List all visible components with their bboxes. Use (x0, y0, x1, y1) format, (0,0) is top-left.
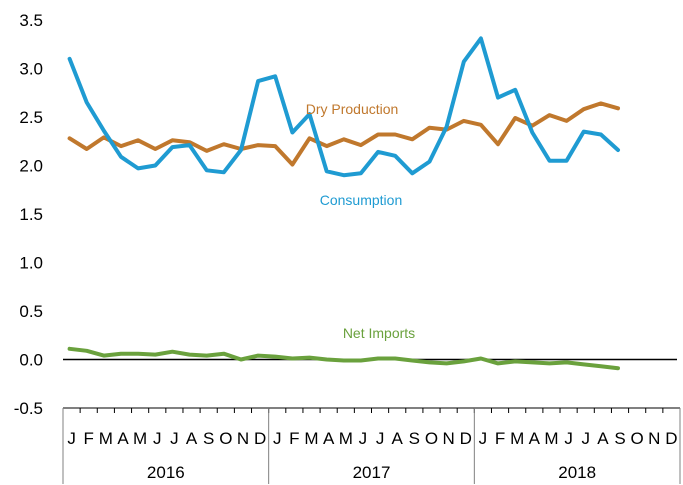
year-label: 2016 (147, 463, 185, 482)
month-label: O (425, 429, 438, 448)
month-label: M (99, 429, 113, 448)
series-label-dry-production: Dry Production (306, 101, 399, 117)
month-label: S (409, 429, 420, 448)
month-label: J (359, 429, 368, 448)
y-tick-label: -0.5 (14, 399, 43, 418)
month-label: J (581, 429, 590, 448)
month-label: J (479, 429, 488, 448)
month-label: D (460, 429, 472, 448)
month-label: F (289, 429, 299, 448)
month-label: M (544, 429, 558, 448)
month-label: A (117, 429, 129, 448)
month-label: J (564, 429, 573, 448)
y-tick-label: 3.0 (19, 60, 43, 79)
month-label: F (495, 429, 505, 448)
month-label: M (304, 429, 318, 448)
y-tick-label: 0.5 (19, 302, 43, 321)
month-label: J (153, 429, 162, 448)
month-label: J (273, 429, 282, 448)
series-labels: Dry Production Consumption Net Imports (306, 101, 415, 341)
month-label: D (665, 429, 677, 448)
series-label-net-imports: Net Imports (343, 325, 415, 341)
month-label: N (237, 429, 249, 448)
x-axis: J F M A M J J A S O N D J F M A M J J A S O N D J F M A M J J A S O N D2016… (62, 407, 681, 484)
month-label: O (219, 429, 232, 448)
month-label: D (254, 429, 266, 448)
series-line-net-imports (67, 346, 620, 371)
month-label: J (170, 429, 179, 448)
month-label: A (186, 429, 198, 448)
month-label: S (614, 429, 625, 448)
month-label: S (203, 429, 214, 448)
month-label: N (442, 429, 454, 448)
month-label: A (529, 429, 541, 448)
year-label: 2017 (353, 463, 391, 482)
month-label: M (510, 429, 524, 448)
y-tick-label: 1.5 (19, 205, 43, 224)
month-label: N (648, 429, 660, 448)
month-label: A (597, 429, 609, 448)
month-label: O (631, 429, 644, 448)
month-label: J (67, 429, 76, 448)
month-label: F (84, 429, 94, 448)
y-tick-label: 0.0 (19, 351, 43, 370)
y-tick-label: 3.5 (19, 11, 43, 30)
y-tick-label: 1.0 (19, 254, 43, 273)
series-label-consumption: Consumption (320, 192, 403, 208)
month-label: M (133, 429, 147, 448)
month-label: M (339, 429, 353, 448)
month-label: A (392, 429, 404, 448)
month-label: A (323, 429, 335, 448)
y-tick-label: 2.5 (19, 108, 43, 127)
series-lines (67, 36, 620, 371)
month-label: J (376, 429, 385, 448)
series-line-consumption (67, 36, 620, 178)
year-label: 2018 (558, 463, 596, 482)
y-axis-tick-labels: 3.5 3.0 2.5 2.0 1.5 1.0 0.5 0.0 -0.5 (14, 11, 43, 418)
y-tick-label: 2.0 (19, 157, 43, 176)
